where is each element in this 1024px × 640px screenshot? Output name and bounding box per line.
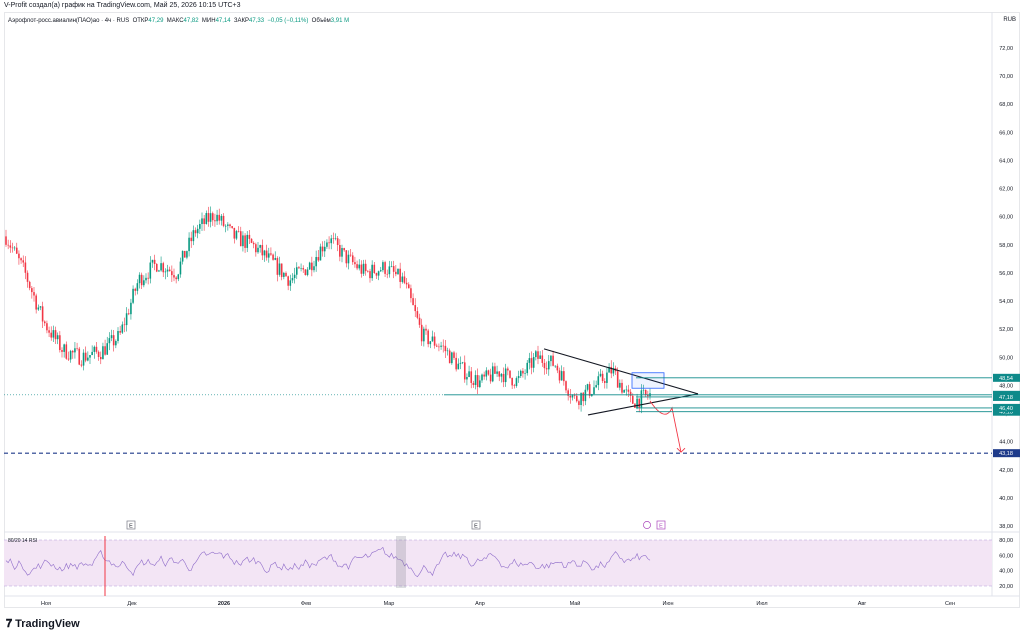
volume-value: 3,91 M	[330, 18, 350, 24]
attribution-bar: V-Profit создал(а) график на TradingView…	[0, 0, 1024, 12]
close-value: 47,33	[249, 18, 265, 24]
high-value: 47,82	[183, 18, 199, 24]
currency-label: RUB	[1003, 17, 1016, 23]
attribution-text: V-Profit создал(а) график на TradingView…	[4, 2, 241, 9]
rsi-label: 80/20 14 RSI	[8, 538, 38, 544]
low-value: 47,14	[215, 18, 231, 24]
symbol-name[interactable]: Аэрофлот-росс.авиалин(ПАО)ао · 4ч · RUS	[8, 18, 130, 24]
open-value: 47,29	[148, 18, 164, 24]
open-label: ОТКР	[132, 18, 149, 24]
tradingview-logo-icon: 𝟕	[6, 618, 13, 630]
symbol-legend: Аэрофлот-росс.авиалин(ПАО)ао · 4ч · RUS …	[8, 17, 349, 25]
close-label: ЗАКР	[233, 18, 250, 24]
footer-brand[interactable]: 𝟕 TradingView	[6, 618, 80, 631]
brand-name: TradingView	[15, 618, 80, 630]
change-value: −0,05 (−0,11%)	[267, 18, 309, 24]
low-label: МИН	[201, 18, 216, 24]
chart-frame[interactable]	[4, 12, 1020, 608]
high-label: МАКС	[166, 18, 184, 24]
volume-label: Объём	[311, 18, 331, 24]
